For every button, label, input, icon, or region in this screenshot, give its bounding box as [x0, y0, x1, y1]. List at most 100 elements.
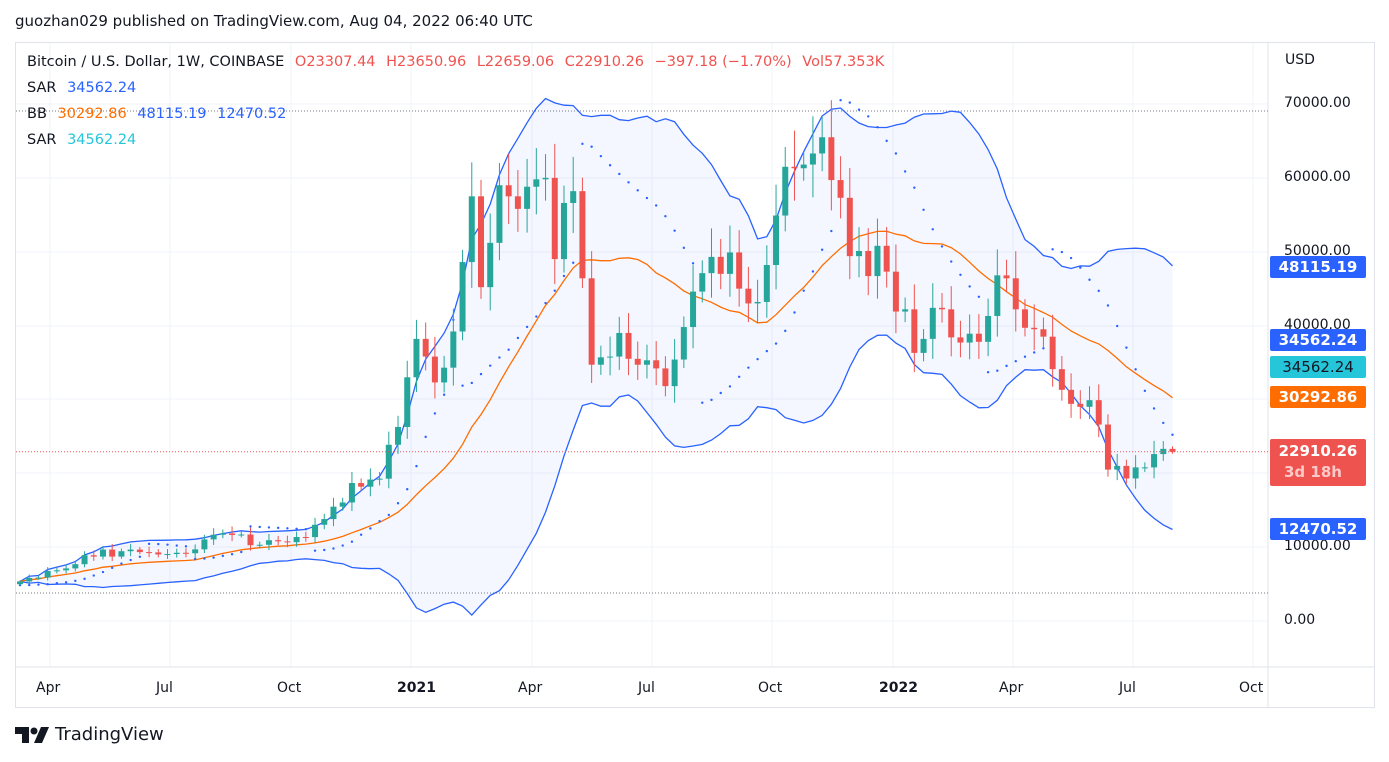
bb-lower-badge: 12470.52 — [1270, 518, 1366, 540]
sar-dot — [55, 582, 59, 585]
candle-body — [570, 191, 577, 203]
sar-dot — [581, 142, 584, 146]
sar-dot — [959, 273, 962, 276]
candle-body — [634, 358, 641, 365]
sar-dot — [479, 372, 483, 376]
bb-upper-badge: 48115.19 — [1270, 256, 1366, 278]
sar-dot — [193, 557, 197, 561]
sar-dot — [276, 526, 280, 530]
candle-body — [1003, 275, 1010, 279]
sar-dot — [654, 204, 658, 207]
sar-dot — [359, 533, 363, 536]
candle-body — [1151, 454, 1158, 468]
sar-dot — [101, 570, 105, 574]
candle-body — [487, 242, 494, 288]
symbol-name[interactable]: Bitcoin / U.S. Dollar, 1W, COINBASE — [27, 54, 285, 70]
sar-dot — [922, 208, 925, 211]
candle-body — [1021, 309, 1028, 328]
sar-dot — [203, 557, 206, 560]
candle-body — [441, 367, 448, 383]
candle-body — [210, 534, 217, 540]
sar-legend-2[interactable]: SAR 34562.24 — [27, 132, 142, 148]
candle-body — [966, 333, 973, 343]
candle-body — [653, 360, 660, 369]
candle-body — [53, 570, 60, 572]
sar-dot — [562, 274, 566, 278]
sar-dot — [286, 527, 289, 530]
candle-body — [754, 301, 761, 304]
candle-body — [1123, 465, 1130, 479]
candle-body — [902, 309, 909, 312]
candle-body — [118, 551, 125, 557]
candle-body — [330, 506, 337, 520]
sar-dot — [1106, 304, 1110, 307]
legend-change: −397.18 (−1.70%) — [654, 54, 792, 70]
sar-dot — [950, 260, 953, 263]
candle-body — [551, 177, 558, 260]
candle-body — [763, 265, 770, 302]
candle-body — [542, 177, 549, 180]
legend-close: C22910.26 — [564, 54, 645, 70]
candle-body — [745, 288, 752, 304]
sar-dot — [673, 229, 676, 232]
sar-dot — [599, 154, 603, 158]
sar-dot — [304, 528, 308, 531]
sar-dot — [489, 364, 492, 367]
candle-body — [883, 245, 890, 272]
sar-dot — [765, 349, 769, 353]
sar-dot — [258, 525, 261, 529]
sar-value: 34562.24 — [67, 80, 137, 96]
candle-body — [182, 552, 189, 554]
last-price-badge: 22910.26 3d 18h — [1270, 439, 1366, 486]
bb-basis-line — [19, 230, 1173, 583]
bb-legend[interactable]: BB 30292.86 48115.19 12470.52 — [27, 106, 292, 122]
time-tick: 2022 — [879, 680, 918, 696]
candle-body — [699, 273, 706, 292]
sar-dot — [544, 301, 547, 305]
sar-dot — [129, 558, 132, 562]
bb-basis-value: 30292.86 — [57, 106, 127, 122]
sar-dot — [618, 172, 621, 176]
candle-body — [874, 245, 881, 277]
sar-dot — [1171, 433, 1174, 436]
candle-body — [1058, 369, 1065, 390]
candle-body — [1086, 400, 1093, 407]
time-tick: Apr — [999, 680, 1024, 696]
sar-dot — [645, 196, 649, 200]
sar-dot — [433, 412, 437, 415]
sar-legend-1[interactable]: SAR 34562.24 — [27, 80, 142, 96]
candle-body — [1031, 327, 1038, 330]
candle-body — [782, 166, 789, 216]
sar-dot — [37, 583, 40, 586]
sar-dot — [461, 384, 464, 387]
sar-dot — [28, 583, 31, 587]
sar-dot — [323, 548, 326, 552]
legend-volume: Vol57.353K — [802, 54, 885, 70]
sar-dot — [212, 556, 215, 559]
sar-dot — [719, 391, 722, 395]
candle-body — [865, 250, 872, 277]
candle-body — [422, 338, 429, 357]
time-tick: Oct — [1239, 680, 1264, 696]
sar-dot — [1125, 346, 1128, 349]
candle-body — [496, 185, 503, 243]
sar-dot — [913, 186, 916, 189]
tradingview-logo[interactable]: TradingView — [15, 724, 164, 745]
candle-body — [478, 196, 484, 288]
sar-dot — [396, 502, 400, 505]
sar-dot — [525, 325, 529, 329]
sar-dot — [166, 543, 169, 546]
symbol-legend: Bitcoin / U.S. Dollar, 1W, COINBASE O233… — [27, 54, 890, 70]
candle-body — [948, 309, 955, 338]
sar-dot — [857, 108, 861, 111]
candle-body — [459, 262, 466, 332]
candle-body — [726, 252, 733, 274]
candle-body — [514, 196, 521, 209]
candle-body — [109, 549, 116, 557]
candle-body — [856, 250, 863, 257]
sar-dot — [295, 527, 298, 530]
bb-label: BB — [27, 106, 47, 122]
sar-dot — [442, 393, 446, 396]
sar-label: SAR — [27, 80, 57, 96]
